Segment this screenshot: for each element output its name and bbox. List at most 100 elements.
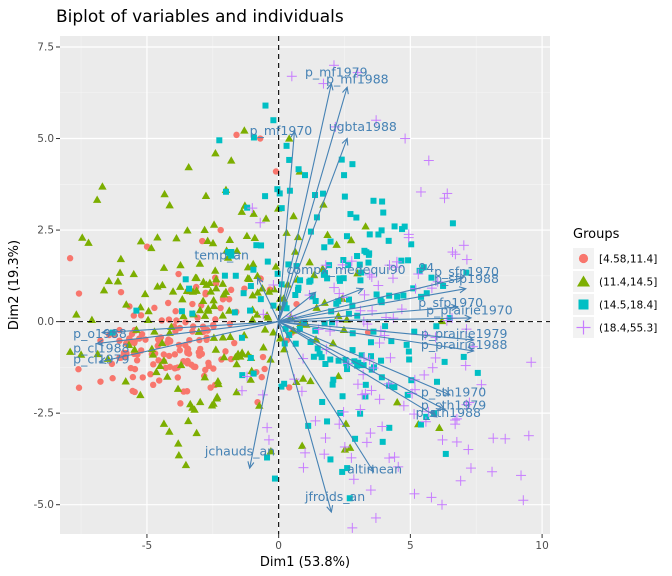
individual-point (198, 296, 208, 305)
individual-point (316, 350, 323, 357)
axis-ticks: -5 0 5 10 -5.0 -2.5 0.0 2.5 5.0 7.5 (34, 41, 549, 552)
individual-point (439, 193, 450, 204)
individual-point (325, 326, 336, 337)
individual-point (328, 308, 335, 315)
legend-symbol (578, 299, 589, 310)
individual-point (368, 366, 375, 373)
individual-point (250, 134, 257, 141)
individual-point (338, 156, 345, 163)
individual-point (222, 348, 229, 355)
individual-point (355, 404, 366, 415)
y-tick-label: 7.5 (37, 41, 54, 53)
individual-point (266, 355, 275, 363)
individual-point (297, 441, 307, 449)
individual-point (173, 384, 183, 392)
individual-point (262, 422, 273, 433)
individual-point (240, 126, 249, 134)
x-tick-label: 10 (535, 540, 548, 552)
individual-point (129, 373, 137, 381)
individual-point (361, 437, 372, 448)
individual-point (233, 131, 240, 139)
individual-point (451, 413, 462, 424)
individual-point (186, 399, 195, 408)
individual-point (373, 280, 384, 291)
individual-point (366, 272, 377, 283)
variable-label: p_prairie1970 (426, 302, 513, 317)
individual-point (420, 416, 431, 427)
individual-point (253, 271, 262, 280)
individual-point (165, 201, 174, 209)
individual-point (136, 390, 145, 399)
legend-item: (11.4,14.5] (573, 271, 657, 292)
individual-point (139, 374, 146, 381)
variable-label: p_sfp1970 (434, 264, 499, 279)
individual-point (433, 323, 440, 330)
variable-label: p_prairie1988 (421, 337, 508, 352)
individual-point (108, 360, 116, 368)
individual-point (370, 328, 377, 335)
individual-point (394, 293, 401, 300)
individual-point (242, 371, 253, 382)
individual-point (310, 415, 321, 426)
individual-point (282, 325, 289, 332)
individual-point (476, 379, 487, 390)
individual-point (199, 237, 206, 245)
variable-label: p_sfp1988 (434, 271, 499, 286)
variable-arrow (278, 321, 452, 396)
variable-arrow (257, 276, 280, 322)
individual-point (155, 377, 163, 384)
legend-symbol (577, 275, 590, 287)
individual-point (432, 276, 443, 287)
individual-point (250, 370, 257, 377)
individual-point (366, 385, 377, 396)
variable-arrow (278, 321, 375, 473)
individual-point (75, 366, 82, 373)
x-tick-label: -5 (142, 540, 152, 552)
variable-label: p_sth1970 (421, 385, 486, 400)
legend-items: [4.58,11.4] (11.4,14.5] (14.5,18.4] (18.4,5… (573, 248, 657, 338)
variable-label: p_prairie1979 (421, 326, 508, 341)
individual-point (292, 340, 299, 347)
individual-point (346, 256, 357, 267)
individual-point (180, 388, 187, 395)
individual-point (465, 463, 476, 474)
individual-point (97, 378, 104, 385)
individual-point (149, 381, 157, 389)
individual-point (346, 495, 353, 502)
individual-point (200, 225, 209, 234)
individual-point (250, 266, 257, 273)
individual-point (379, 330, 390, 341)
individual-point (415, 186, 426, 197)
individual-point (238, 334, 245, 341)
variable-label: temp_an (194, 247, 249, 262)
individual-point (352, 379, 363, 390)
individual-point (150, 361, 157, 368)
individual-point (327, 238, 334, 245)
variable-label: 94 (418, 260, 434, 275)
individual-point (257, 389, 268, 400)
individual-point (411, 328, 418, 335)
individual-point (362, 381, 369, 388)
individual-point (327, 456, 334, 463)
individual-point (318, 264, 327, 272)
individual-point (213, 376, 223, 385)
individual-point (222, 188, 229, 195)
individual-point (172, 234, 181, 242)
variable-label: p_mf1988 (326, 72, 389, 87)
individual-point (258, 309, 269, 320)
individual-point (293, 300, 300, 308)
individual-point (302, 172, 308, 179)
individual-point (329, 381, 336, 388)
variable-arrow (278, 129, 298, 322)
individual-point (219, 296, 227, 303)
individual-point (232, 246, 242, 255)
individual-point (270, 117, 277, 124)
individual-point (266, 447, 276, 455)
individual-point (378, 227, 385, 234)
individual-point (410, 384, 421, 395)
y-tick-label: 2.5 (37, 225, 54, 237)
individual-point (231, 309, 238, 316)
individual-point (318, 354, 325, 361)
individual-point (337, 259, 348, 270)
